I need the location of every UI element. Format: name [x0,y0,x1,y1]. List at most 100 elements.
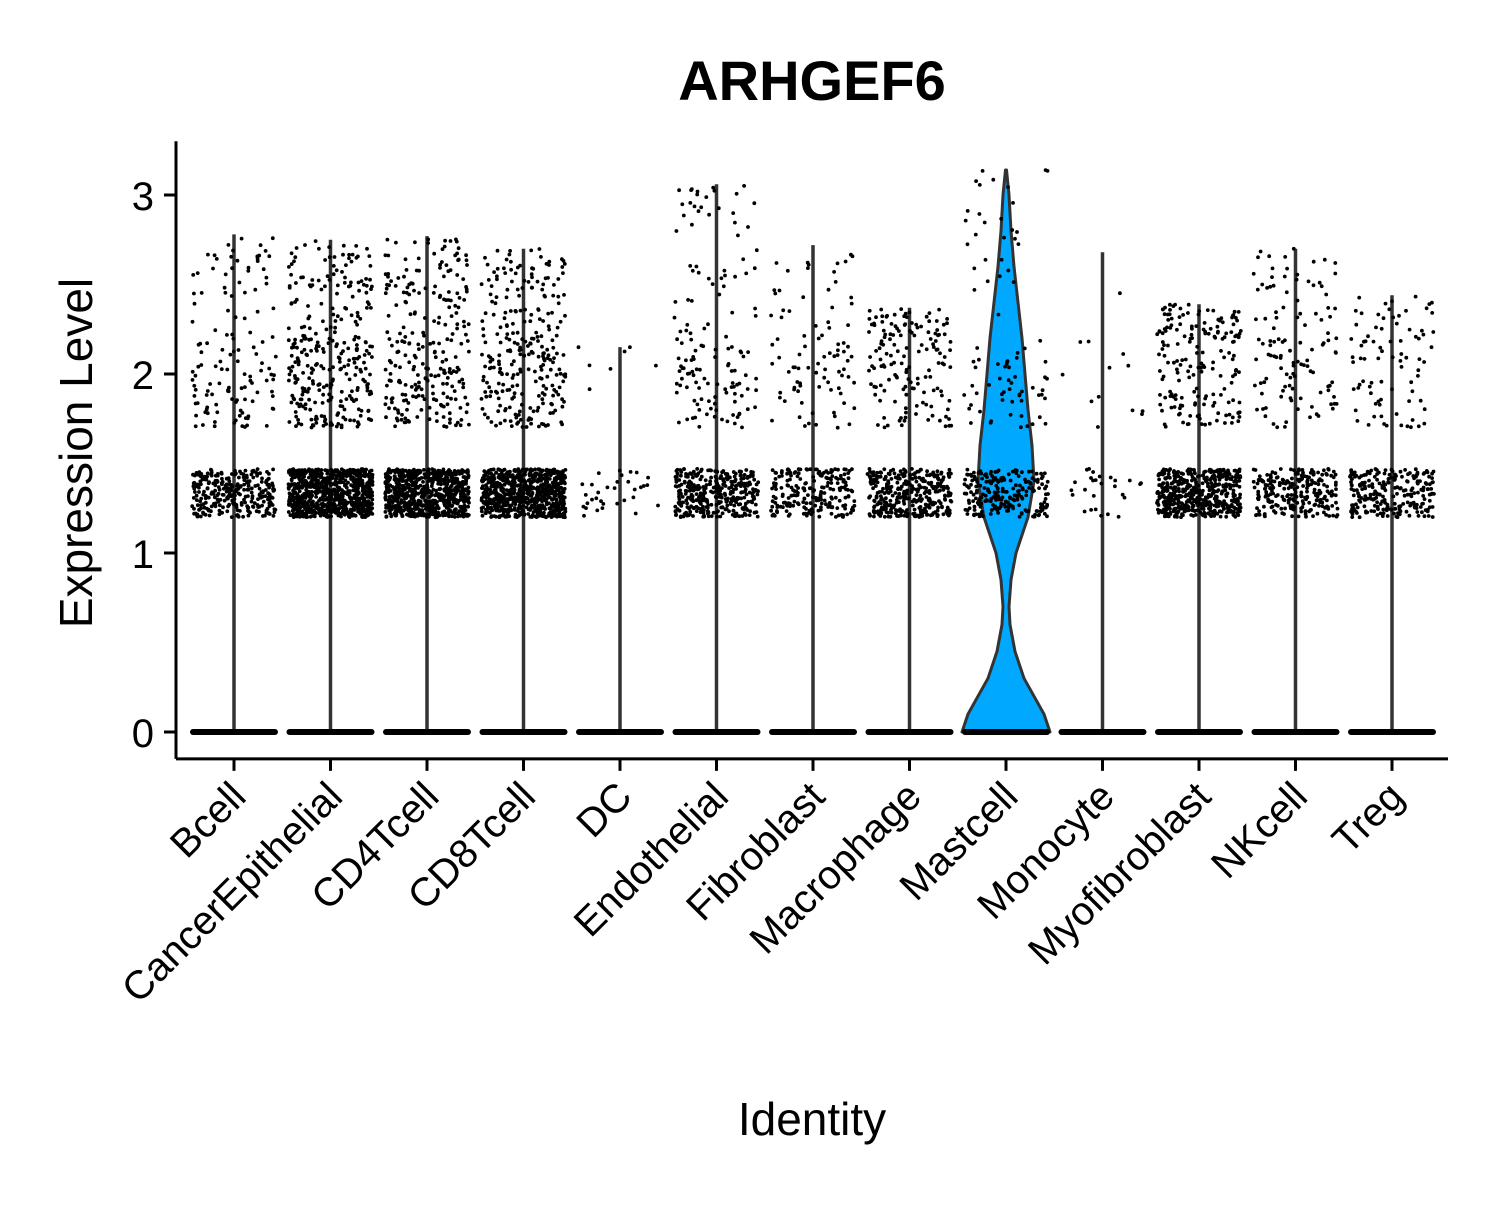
data-point [314,495,318,499]
data-point [731,413,735,417]
data-point [317,388,321,392]
data-point [780,316,784,320]
data-point [1024,494,1028,498]
data-point [700,507,704,511]
data-point [919,325,923,329]
data-point [845,513,849,517]
data-point [924,503,928,507]
data-point [831,488,835,492]
data-point [684,329,688,333]
data-point [313,401,317,405]
data-point [433,350,437,354]
data-point [787,370,791,374]
data-point [910,484,914,488]
data-point [680,377,684,381]
data-point [421,362,425,366]
data-point [394,303,398,307]
data-point [428,342,432,346]
data-point [698,368,702,372]
data-point [409,281,413,285]
data-point [481,506,485,510]
data-point [352,479,356,483]
data-point [465,263,469,267]
data-point [421,345,425,349]
data-point [499,497,503,501]
data-point [497,360,501,364]
data-point [465,410,469,414]
data-point [296,377,300,381]
data-point [1011,201,1015,205]
data-point [842,401,846,405]
data-point [411,495,415,499]
data-point [485,488,489,492]
data-point [704,478,708,482]
data-point [696,403,700,407]
data-point [939,389,943,393]
data-point [842,350,846,354]
data-point [554,492,558,496]
data-point [690,482,694,486]
data-point [300,326,304,330]
data-point [215,257,219,261]
data-point [348,378,352,382]
data-point [445,506,449,510]
data-point [731,491,735,495]
data-point [451,477,455,481]
data-point [498,367,502,371]
data-point [225,483,229,487]
data-point [813,504,817,508]
data-point [724,335,728,339]
data-point [340,424,344,428]
data-point [1035,472,1039,476]
data-point [191,320,195,324]
data-point [310,418,314,422]
data-point [398,365,402,369]
data-point [525,425,529,429]
data-point [770,419,774,423]
data-point [715,503,719,507]
data-point [356,314,360,318]
data-point [539,483,543,487]
data-point [390,344,394,348]
data-point [484,483,488,487]
data-point [482,375,486,379]
data-point [678,501,682,505]
data-point [542,351,546,355]
data-point [365,291,369,295]
data-point [483,256,487,260]
data-point [513,391,517,395]
data-point [356,388,360,392]
data-point [839,477,843,481]
data-point [514,416,518,420]
data-point [240,237,244,241]
data-point [196,365,200,369]
data-point [720,418,724,422]
data-point [307,398,311,402]
data-point [508,249,512,253]
data-point [911,500,915,504]
data-point [714,348,718,352]
data-point [909,380,913,384]
data-point [944,415,948,419]
data-point [541,363,545,367]
data-point [508,388,512,392]
data-point [947,475,951,479]
data-point [219,360,223,364]
data-point [370,512,374,516]
data-point [294,512,298,516]
data-point [802,334,806,338]
data-point [461,386,465,390]
data-point [192,484,196,488]
data-point [922,391,926,395]
data-point [832,354,836,358]
data-point [980,477,984,481]
data-point [349,281,353,285]
data-point [850,302,854,306]
data-point [682,214,686,218]
data-point [733,221,737,225]
data-point [416,514,420,518]
data-point [941,488,945,492]
data-point [516,266,520,270]
data-point [246,269,250,273]
data-point [935,319,939,323]
